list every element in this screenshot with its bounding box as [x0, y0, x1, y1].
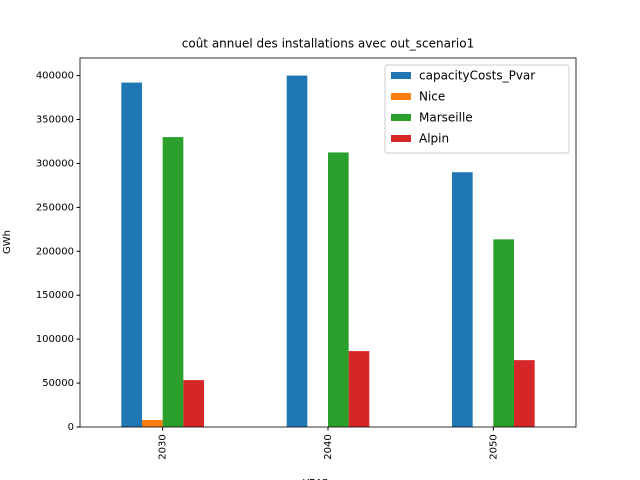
plot-frame [79, 57, 577, 428]
bar [121, 82, 142, 427]
legend-swatch [391, 72, 411, 79]
y-tick-label: 150000 [36, 290, 74, 301]
legend-label: Alpin [419, 132, 449, 146]
x-tick-label: 2040 [323, 434, 334, 459]
y-tick-label: 200000 [36, 246, 74, 257]
legend-swatch [391, 135, 411, 142]
bar [493, 239, 514, 427]
y-tick-label: 50000 [42, 378, 74, 389]
bar [162, 137, 184, 428]
legend-label: Nice [419, 90, 445, 104]
bar [142, 419, 163, 427]
legend-box [384, 64, 570, 154]
x-tick-label: 2050 [488, 434, 499, 459]
y-axis-label: GWh [2, 230, 13, 254]
y-tick-label: 350000 [36, 115, 74, 126]
legend-swatch [391, 114, 411, 121]
y-tick-label: 0 [68, 422, 74, 433]
bar [452, 172, 473, 427]
x-axis-label: YEAR [302, 478, 329, 480]
legend-swatch [391, 93, 411, 100]
bar [348, 351, 370, 427]
y-tick-label: 400000 [36, 71, 74, 82]
y-tick-label: 100000 [36, 334, 74, 345]
chart-title: coût annuel des installations avec out_s… [182, 37, 475, 51]
bar [183, 380, 204, 427]
y-tick-label: 300000 [36, 158, 74, 169]
bar [328, 152, 349, 428]
y-tick-label: 250000 [36, 202, 74, 213]
x-tick-label: 2030 [158, 434, 169, 459]
legend-label: Marseille [419, 111, 473, 125]
bar [514, 360, 535, 427]
bar [286, 75, 308, 428]
legend-label: capacityCosts_Pvar [419, 69, 535, 83]
